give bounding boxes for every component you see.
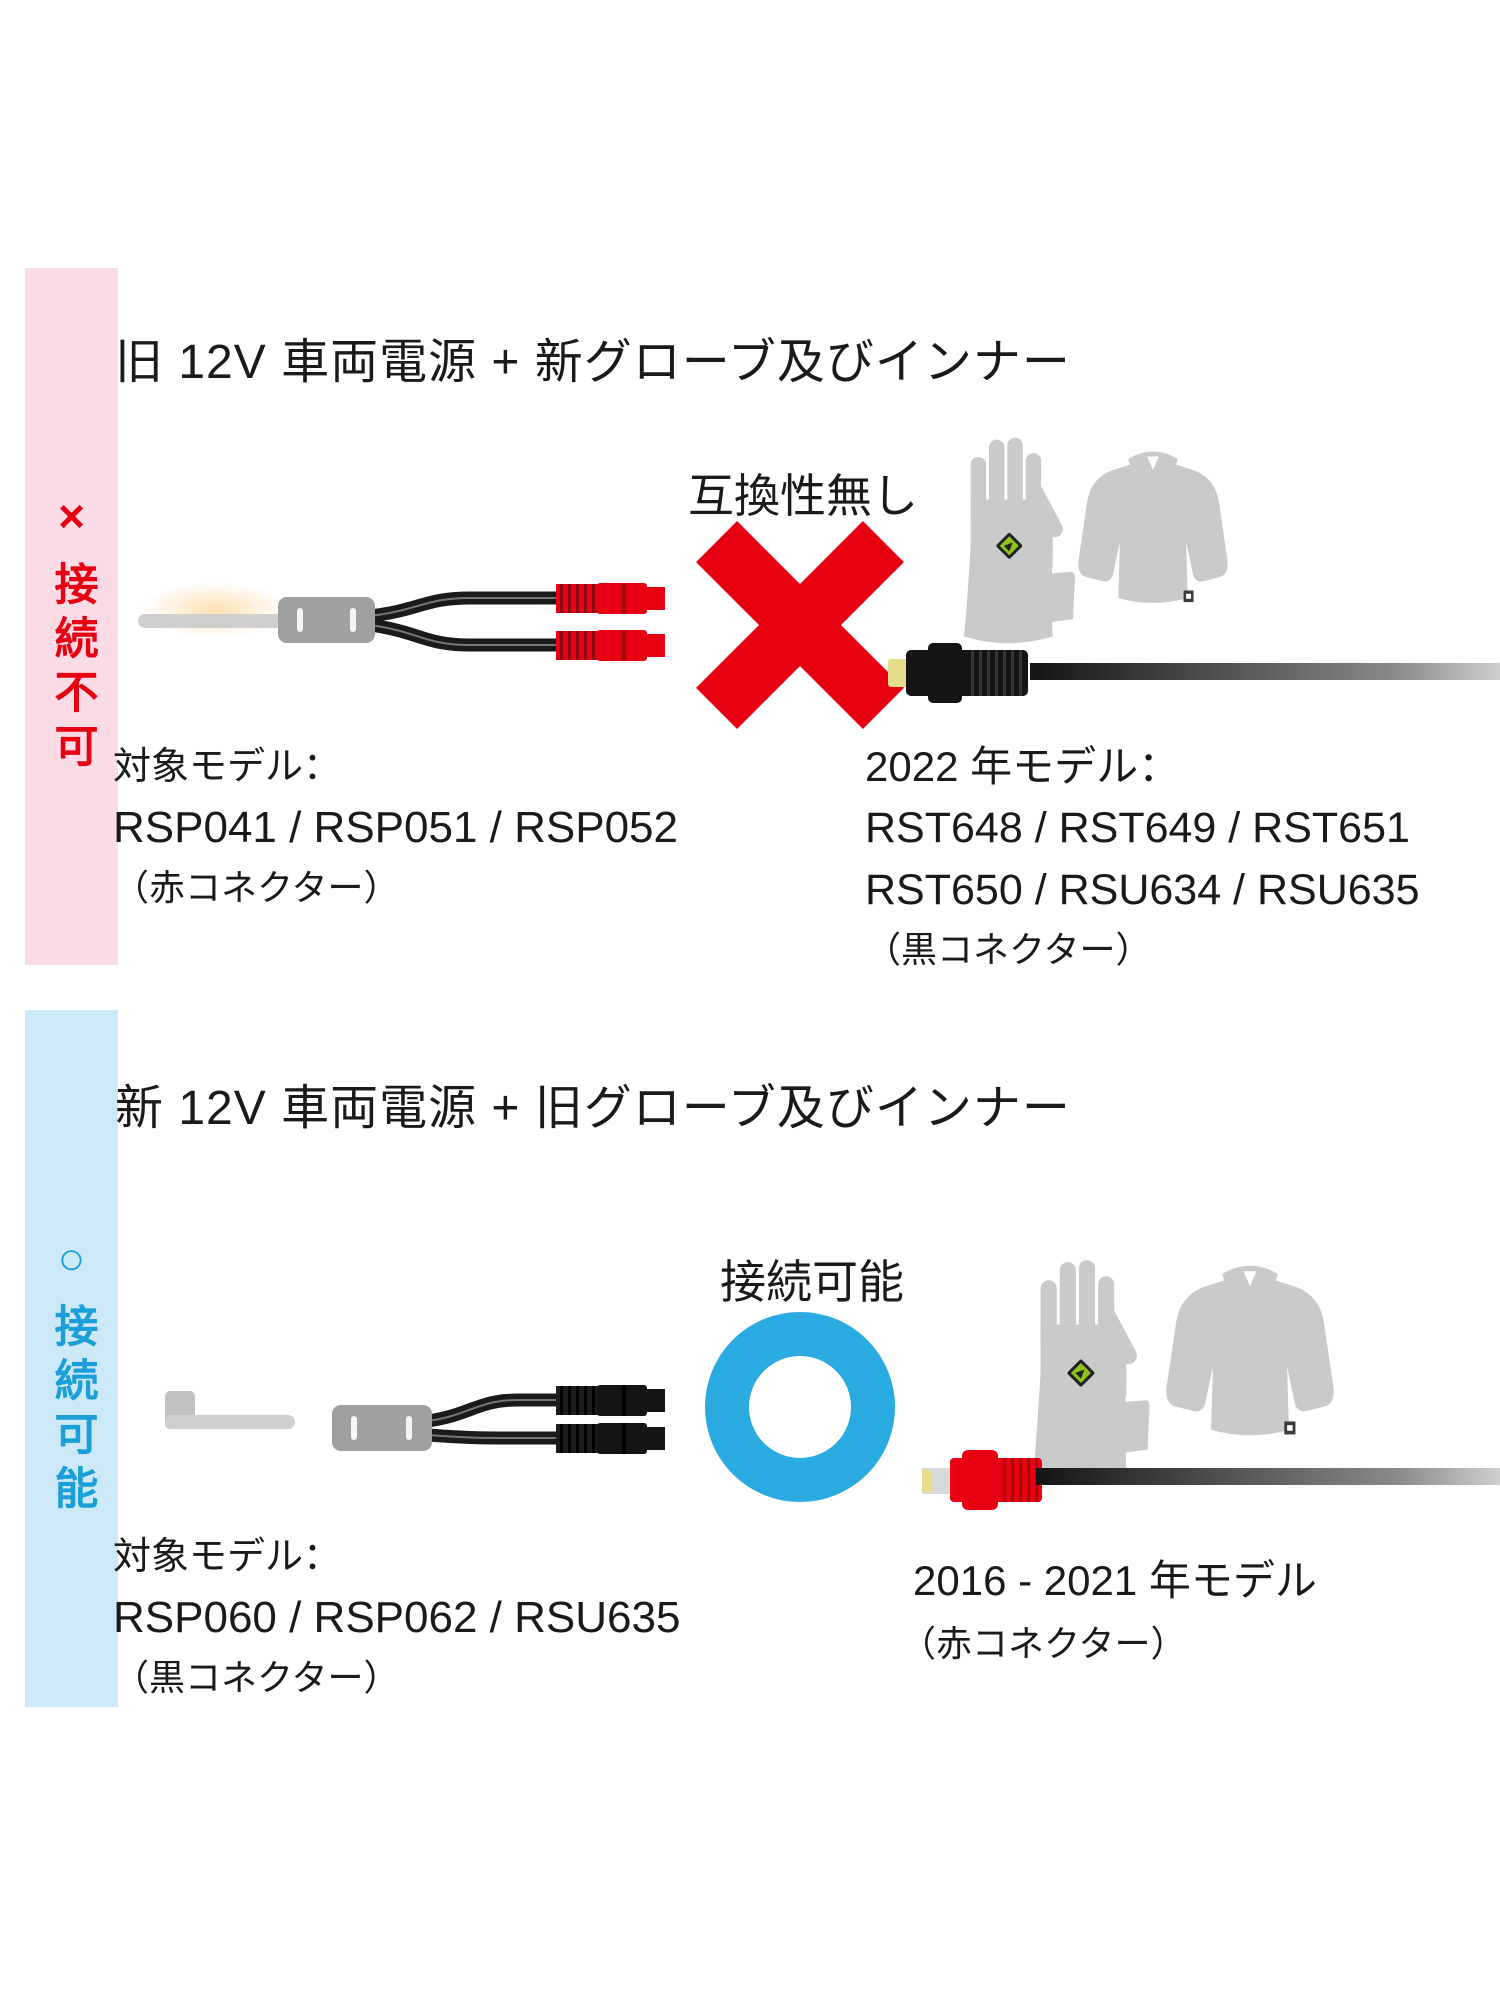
- x-mark-icon: [696, 521, 904, 729]
- target-models-heading: 対象モデル：: [113, 1536, 342, 1578]
- gear-cable: [1030, 663, 1500, 680]
- red-connector-lower: [556, 630, 665, 661]
- incompatible-status-label: 互換性無し: [688, 470, 918, 522]
- red-connector-plug: [922, 1450, 1047, 1510]
- black-connector-lower: [556, 1423, 665, 1454]
- target-models-heading: 対象モデル：: [113, 746, 342, 788]
- jacket-silhouette: [1062, 424, 1244, 642]
- gear-cable: [1036, 1468, 1500, 1485]
- connector-note: （赤コネクター）: [900, 1623, 1187, 1664]
- circle-mark-icon: [705, 1312, 895, 1502]
- gear-2016-2021-block: 2016 - 2021 年モデル （赤コネクター）: [900, 1560, 1317, 1662]
- gear-2022-models-block: 2022 年モデル： RST648 / RST649 / RST651 RST6…: [865, 746, 1420, 968]
- black-connector-plug: [888, 643, 1038, 703]
- glove-silhouette: [958, 430, 1076, 652]
- plug-yellow-tip: [922, 1470, 932, 1492]
- new-power-models-block: 対象モデル： RSP060 / RSP062 / RSU635 （黒コネクター）: [113, 1538, 680, 1696]
- connector-note: （赤コネクター）: [113, 867, 400, 908]
- gear-models-line2: RST650 / RSU634 / RSU635: [865, 866, 1420, 914]
- plug-collar: [928, 643, 962, 703]
- connector-note: （黒コネクター）: [865, 929, 1152, 970]
- red-connector-upper: [556, 583, 665, 614]
- section-title-new-power: 新 12V 車両電源 + 旧グローブ及びインナー: [115, 1082, 1071, 1135]
- jacket-silhouette: [1148, 1246, 1352, 1468]
- black-connector-upper: [556, 1385, 665, 1416]
- compatible-sidebar: ○ 接続可能: [25, 1010, 118, 1707]
- incompatible-sidebar: × 接続不可: [25, 268, 118, 965]
- incompatible-sidebar-label: 接続不可: [47, 561, 97, 777]
- target-models-list: RSP060 / RSP062 / RSU635: [113, 1593, 681, 1642]
- new-power-cable-illustration: [165, 1385, 665, 1454]
- compatible-sidebar-label: 接続可能: [47, 1303, 97, 1519]
- year-model-heading: 2016 - 2021 年モデル: [913, 1557, 1317, 1604]
- gear-models-line1: RST648 / RST649 / RST651: [865, 804, 1410, 852]
- section-title-old-power: 旧 12V 車両電源 + 新グローブ及びインナー: [115, 336, 1071, 389]
- circle-symbol: ○: [57, 1232, 86, 1284]
- plug-collar: [962, 1450, 998, 1510]
- compatible-status-label: 接続可能: [720, 1256, 904, 1308]
- connector-note: （黒コネクター）: [113, 1657, 400, 1698]
- old-power-cable-illustration: [138, 582, 665, 661]
- old-power-models-block: 対象モデル： RSP041 / RSP051 / RSP052 （赤コネクター）: [113, 748, 678, 906]
- x-symbol: ×: [58, 490, 85, 542]
- plug-ribs: [966, 650, 1022, 696]
- year-model-heading: 2022 年モデル：: [865, 743, 1181, 790]
- plug-ribs: [998, 1458, 1040, 1502]
- target-models-list: RSP041 / RSP051 / RSP052: [113, 803, 678, 852]
